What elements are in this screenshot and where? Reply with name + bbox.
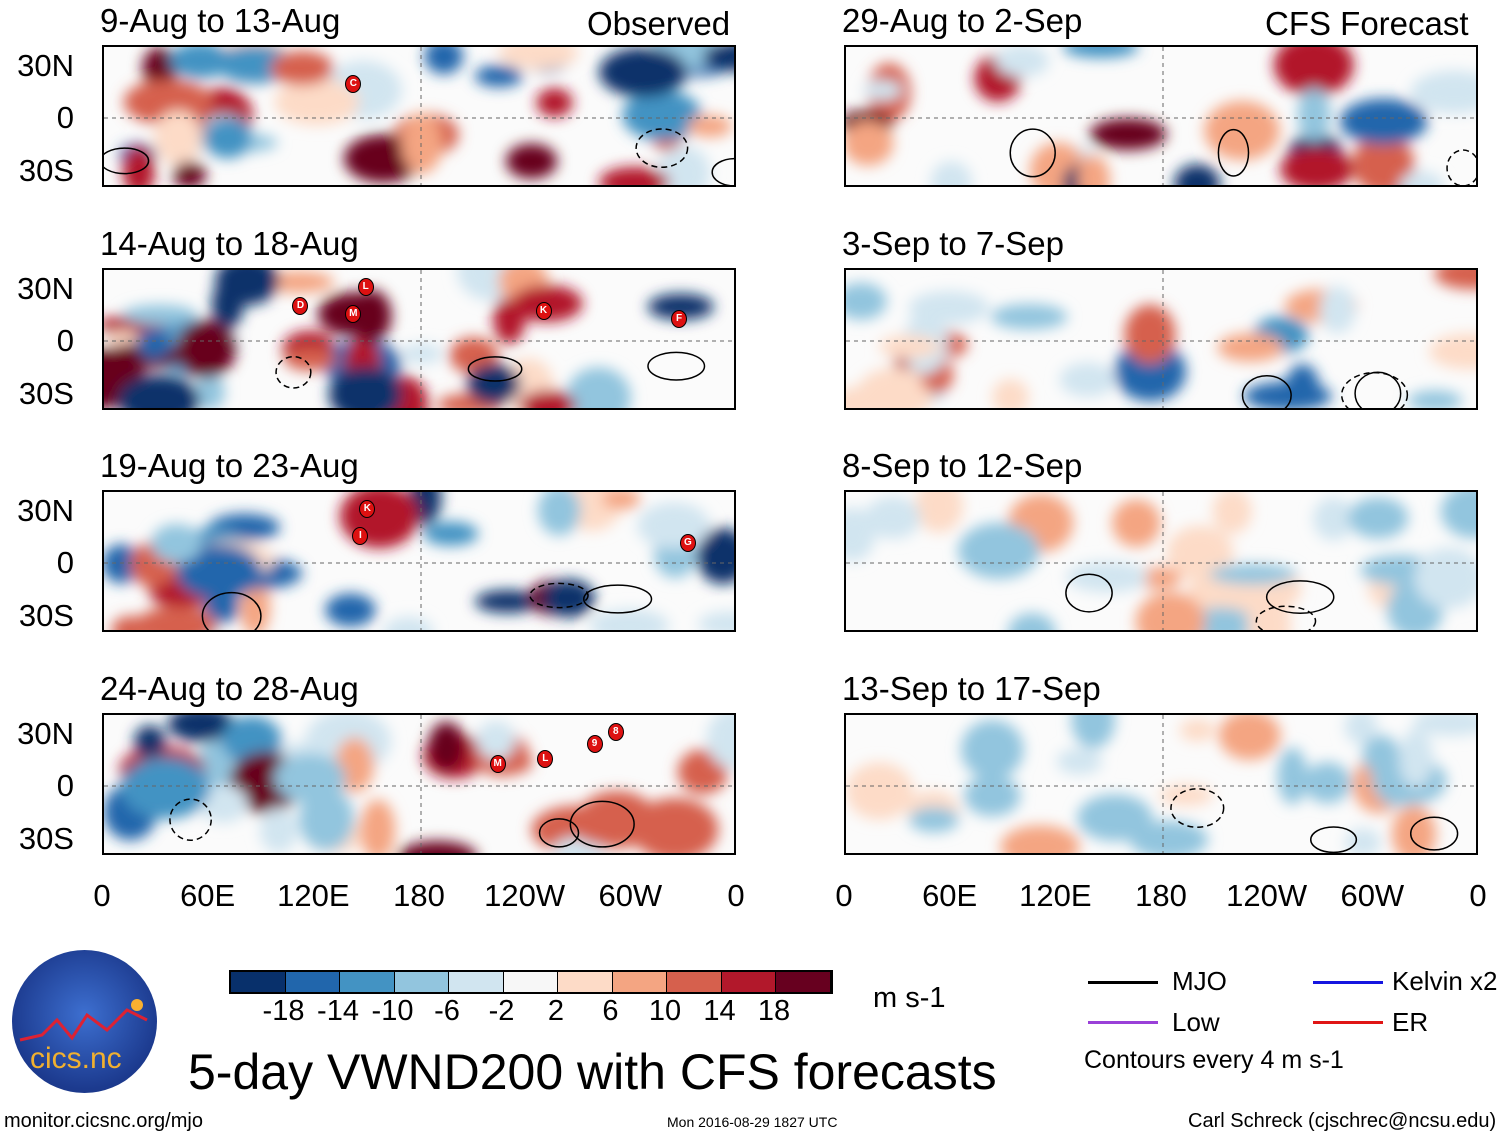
colorbar-tick-label: 2 bbox=[547, 995, 565, 1027]
map-panel bbox=[844, 268, 1478, 410]
colorbar-swatch bbox=[503, 972, 558, 992]
panel-title: 13-Sep to 17-Sep bbox=[842, 670, 1101, 707]
storm-marker: I bbox=[352, 527, 369, 546]
colorbar bbox=[229, 970, 833, 994]
lon-label: 180 bbox=[393, 878, 445, 913]
colorbar-tick-label: -2 bbox=[488, 995, 515, 1027]
lat-label: 0 bbox=[56, 768, 74, 803]
observed-label: Observed bbox=[587, 5, 731, 42]
colorbar-tick-label: -18 bbox=[262, 995, 305, 1027]
lon-label: 0 bbox=[93, 878, 111, 913]
map-panel bbox=[844, 490, 1478, 632]
colorbar-tick-label: -14 bbox=[317, 995, 359, 1027]
colorbar-swatch bbox=[449, 972, 504, 992]
storm-marker: C bbox=[345, 75, 362, 94]
storm-marker: M bbox=[489, 755, 506, 774]
panel-title: 3-Sep to 7-Sep bbox=[842, 225, 1064, 262]
lat-label: 30S bbox=[18, 598, 74, 633]
storm-marker: D bbox=[292, 296, 309, 315]
figure-title: 5-day VWND200 with CFS forecasts bbox=[188, 1044, 997, 1100]
logo-text: cics.nc bbox=[30, 1042, 122, 1075]
colorbar-swatch bbox=[558, 972, 613, 992]
legend-kelvin-line bbox=[1313, 981, 1383, 984]
lon-label: 60E bbox=[922, 878, 978, 913]
lat-label: 30S bbox=[18, 153, 74, 188]
lat-label: 30S bbox=[18, 376, 74, 411]
footer-url[interactable]: monitor.cicsnc.org/mjo bbox=[4, 1110, 203, 1132]
map-panel: C bbox=[102, 45, 736, 187]
lon-label: 0 bbox=[835, 878, 853, 913]
colorbar-swatch bbox=[776, 972, 831, 992]
colorbar-swatch bbox=[340, 972, 395, 992]
colorbar-tick-label: 14 bbox=[703, 995, 736, 1027]
storm-marker: M bbox=[345, 305, 362, 324]
lat-label: 30S bbox=[18, 821, 74, 856]
storm-marker: 9 bbox=[586, 734, 603, 753]
colorbar-swatch bbox=[667, 972, 722, 992]
colorbar-tick-label: 18 bbox=[757, 995, 791, 1027]
colorbar-tick-label: -6 bbox=[434, 995, 460, 1027]
lon-label: 60W bbox=[1340, 878, 1405, 913]
legend-mjo-line bbox=[1088, 981, 1158, 984]
map-panel bbox=[844, 45, 1478, 187]
lon-label: 60E bbox=[180, 878, 236, 913]
legend-low-line bbox=[1088, 1021, 1158, 1024]
storm-marker: G bbox=[679, 534, 696, 553]
lat-label: 0 bbox=[56, 323, 74, 358]
storm-marker: L bbox=[537, 750, 554, 769]
map-panel bbox=[844, 713, 1478, 855]
colorbar-swatch bbox=[612, 972, 667, 992]
lon-label: 120E bbox=[277, 878, 350, 913]
panel-title: 9-Aug to 13-Aug bbox=[100, 2, 341, 39]
colorbar-swatch bbox=[285, 972, 340, 992]
colorbar-tick-label: 10 bbox=[648, 995, 682, 1027]
panel-title: 8-Sep to 12-Sep bbox=[842, 447, 1083, 484]
lon-label: 180 bbox=[1135, 878, 1187, 913]
panel-title: 19-Aug to 23-Aug bbox=[100, 447, 359, 484]
lat-label: 0 bbox=[56, 100, 74, 135]
storm-marker: K bbox=[535, 301, 552, 320]
footer-author: Carl Schreck (cjschrec@ncsu.edu) bbox=[1188, 1110, 1497, 1132]
colorbar-swatch bbox=[231, 972, 286, 992]
footer-timestamp: Mon 2016-08-29 1827 UTC bbox=[667, 1114, 838, 1130]
lon-label: 120W bbox=[484, 878, 566, 913]
panel-title: 29-Aug to 2-Sep bbox=[842, 2, 1083, 39]
lon-label: 60W bbox=[598, 878, 663, 913]
panel-title: 24-Aug to 28-Aug bbox=[100, 670, 359, 707]
legend-er: ER bbox=[1392, 1007, 1429, 1037]
legend-mjo: MJO bbox=[1172, 966, 1227, 996]
panel-title: 14-Aug to 18-Aug bbox=[100, 225, 359, 262]
lat-label: 30N bbox=[17, 271, 74, 306]
lat-label: 30N bbox=[17, 493, 74, 528]
cics-logo: cics.nc bbox=[12, 950, 157, 1093]
colorbar-units: m s-1 bbox=[873, 982, 946, 1014]
colorbar-swatch bbox=[394, 972, 449, 992]
lat-label: 30N bbox=[17, 48, 74, 83]
forecast-label: CFS Forecast bbox=[1265, 5, 1469, 42]
colorbar-swatch bbox=[721, 972, 776, 992]
colorbar-tick-label: -10 bbox=[371, 995, 414, 1027]
storm-marker: F bbox=[671, 310, 688, 329]
lon-label: 120W bbox=[1226, 878, 1308, 913]
storm-marker: 8 bbox=[607, 722, 624, 741]
storm-marker: K bbox=[359, 499, 376, 518]
lon-label: 120E bbox=[1019, 878, 1092, 913]
contours-note: Contours every 4 m s-1 bbox=[1084, 1046, 1344, 1074]
lon-label: 0 bbox=[727, 878, 745, 913]
storm-marker: L bbox=[357, 277, 374, 296]
lat-label: 0 bbox=[56, 545, 74, 580]
legend-low: Low bbox=[1172, 1007, 1220, 1037]
legend-kelvin: Kelvin x2 bbox=[1392, 966, 1498, 996]
colorbar-tick-label: 6 bbox=[602, 995, 619, 1027]
legend-er-line bbox=[1313, 1021, 1383, 1024]
lat-label: 30N bbox=[17, 716, 74, 751]
lon-label: 0 bbox=[1469, 878, 1487, 913]
